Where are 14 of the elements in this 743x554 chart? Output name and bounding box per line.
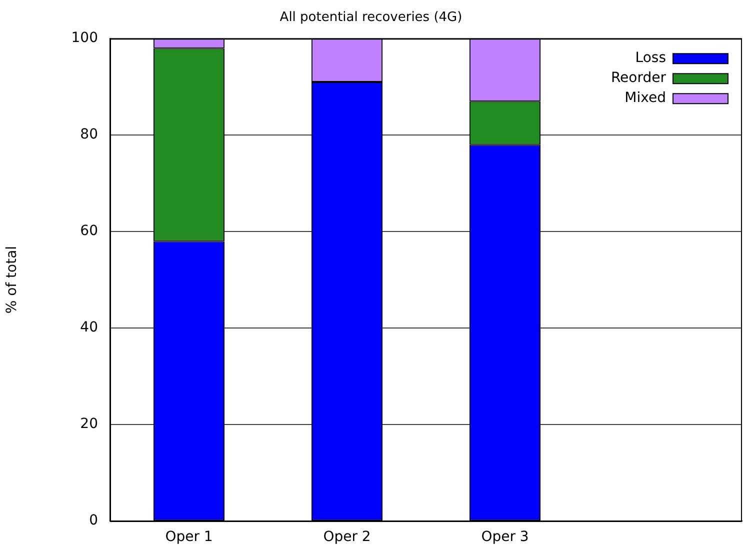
- y-tick-label: 80: [80, 126, 98, 143]
- y-tick-label: 40: [80, 320, 98, 336]
- x-tick-label: Oper 2: [323, 529, 371, 546]
- y-tick-label: 0: [89, 512, 98, 529]
- y-tick-label: 20: [80, 416, 98, 432]
- y-axis-title: % of total: [4, 246, 20, 314]
- y-tick-label: 100: [71, 30, 98, 46]
- legend-label: Mixed: [624, 90, 666, 106]
- x-tick-label: Oper 1: [165, 529, 213, 546]
- y-tick-label: 60: [80, 223, 98, 240]
- legend-label: Loss: [635, 50, 666, 66]
- chart-title: All potential recoveries (4G): [280, 10, 462, 26]
- x-tick-label: Oper 3: [481, 529, 529, 546]
- legend-label: Reorder: [610, 70, 666, 86]
